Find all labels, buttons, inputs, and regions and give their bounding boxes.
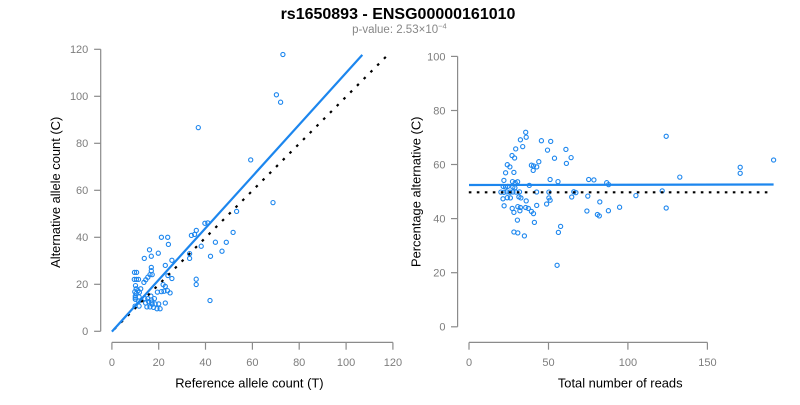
svg-text:100: 100 — [70, 91, 88, 103]
svg-text:60: 60 — [246, 357, 258, 369]
svg-text:0: 0 — [439, 322, 445, 334]
svg-text:rs1650893 - ENSG00000161010: rs1650893 - ENSG00000161010 — [281, 6, 516, 23]
svg-text:20: 20 — [76, 279, 88, 291]
svg-text:150: 150 — [698, 357, 716, 369]
svg-text:100: 100 — [427, 51, 445, 63]
svg-text:Percentage alternative (C): Percentage alternative (C) — [409, 117, 424, 267]
svg-text:0: 0 — [82, 326, 88, 338]
svg-text:0: 0 — [109, 357, 115, 369]
svg-text:80: 80 — [433, 105, 445, 117]
svg-text:100: 100 — [337, 357, 355, 369]
svg-text:80: 80 — [76, 138, 88, 150]
svg-text:Alternative allele count (C): Alternative allele count (C) — [48, 117, 63, 268]
svg-text:40: 40 — [433, 214, 445, 226]
svg-text:Reference allele count (T): Reference allele count (T) — [175, 375, 323, 390]
svg-text:20: 20 — [153, 357, 165, 369]
svg-text:20: 20 — [433, 268, 445, 280]
svg-text:p-value: 2.53×10−4: p-value: 2.53×10−4 — [352, 22, 447, 37]
svg-text:60: 60 — [433, 159, 445, 171]
svg-text:50: 50 — [542, 357, 554, 369]
svg-text:40: 40 — [199, 357, 211, 369]
svg-text:Total number of reads: Total number of reads — [558, 375, 683, 390]
svg-text:120: 120 — [384, 357, 402, 369]
svg-text:0: 0 — [466, 357, 472, 369]
svg-text:80: 80 — [293, 357, 305, 369]
svg-text:60: 60 — [76, 185, 88, 197]
svg-text:120: 120 — [70, 44, 88, 56]
svg-text:100: 100 — [619, 357, 637, 369]
svg-text:40: 40 — [76, 232, 88, 244]
